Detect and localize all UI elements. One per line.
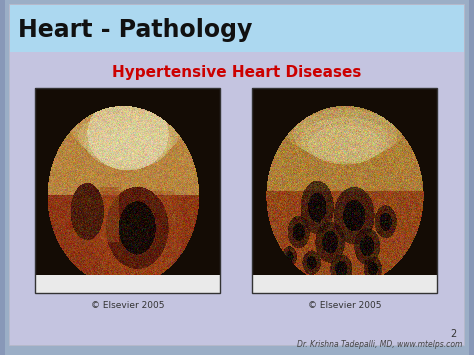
Text: Heart - Pathology: Heart - Pathology xyxy=(18,18,252,42)
Text: Dr. Krishna Tadepalli, MD, www.mtelps.com: Dr. Krishna Tadepalli, MD, www.mtelps.co… xyxy=(297,340,462,349)
Text: Hypertensive Heart Diseases: Hypertensive Heart Diseases xyxy=(112,66,362,81)
Text: © Elsevier 2005: © Elsevier 2005 xyxy=(91,301,164,311)
Bar xyxy=(10,52,464,345)
Bar xyxy=(252,88,437,293)
Text: © Elsevier 2005: © Elsevier 2005 xyxy=(308,301,381,311)
Text: 2: 2 xyxy=(451,329,457,339)
Bar xyxy=(35,88,220,293)
Bar xyxy=(10,5,464,52)
